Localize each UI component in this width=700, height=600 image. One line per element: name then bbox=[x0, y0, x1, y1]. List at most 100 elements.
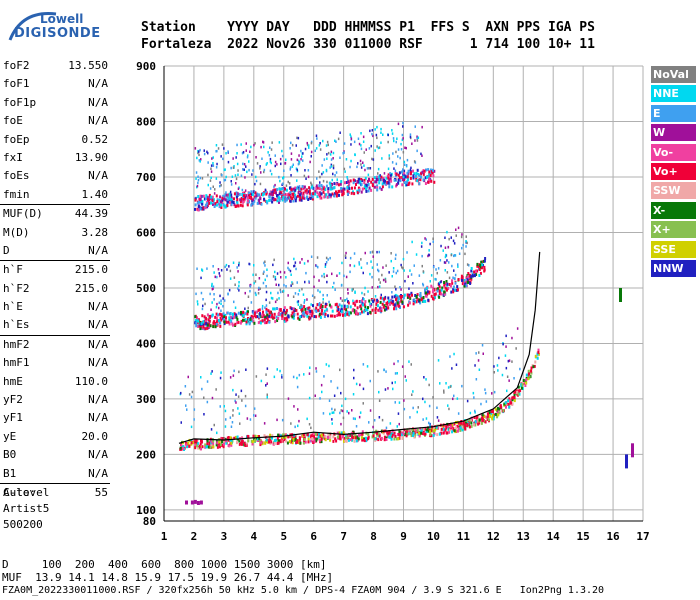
oblique-echo-point bbox=[253, 143, 255, 147]
oblique-echo-point bbox=[318, 302, 321, 305]
param-row: fmin 1.40 bbox=[0, 186, 112, 204]
echo-point bbox=[341, 192, 344, 196]
echo-point bbox=[277, 312, 280, 316]
echo-point bbox=[290, 187, 293, 191]
echo-point bbox=[478, 421, 481, 425]
oblique-echo-point bbox=[364, 286, 366, 290]
param-row: fxI 13.90 bbox=[0, 149, 112, 167]
oblique-echo-point bbox=[222, 157, 224, 161]
echo-point bbox=[355, 311, 358, 315]
oblique-echo-point bbox=[234, 174, 237, 177]
oblique-echo-point bbox=[364, 168, 366, 172]
oblique-echo-point bbox=[268, 301, 271, 304]
echo-point bbox=[423, 169, 426, 173]
echo-point bbox=[323, 315, 326, 318]
echo-point bbox=[385, 176, 388, 180]
echo-point bbox=[342, 187, 345, 191]
param-row: h`Es N/A bbox=[0, 316, 112, 334]
echo-point bbox=[377, 308, 380, 312]
oblique-echo-point bbox=[225, 152, 227, 155]
oblique-echo-point bbox=[313, 285, 315, 289]
echo-point bbox=[298, 436, 301, 440]
echo-point bbox=[464, 421, 467, 425]
oblique-echo-point bbox=[237, 187, 240, 190]
echo-point bbox=[268, 192, 271, 196]
echo-point bbox=[281, 435, 284, 439]
echo-point bbox=[425, 291, 427, 295]
oblique-echo-point bbox=[358, 261, 360, 264]
echo-point bbox=[353, 309, 356, 312]
oblique-echo-point bbox=[220, 184, 222, 187]
echo-point bbox=[497, 413, 500, 417]
echo-point bbox=[223, 442, 225, 446]
oblique-echo-point bbox=[345, 251, 347, 255]
oblique-echo-point bbox=[203, 413, 205, 416]
oblique-echo-point bbox=[316, 177, 318, 180]
echo-point bbox=[260, 202, 263, 206]
param-row: hmF2 N/A bbox=[0, 336, 112, 354]
oblique-echo-point bbox=[260, 379, 263, 383]
echo-point bbox=[403, 293, 406, 297]
oblique-echo-point bbox=[414, 125, 416, 128]
oblique-echo-point bbox=[207, 173, 209, 177]
echo-point bbox=[481, 266, 484, 270]
echo-point bbox=[432, 428, 435, 432]
echo-point bbox=[407, 182, 409, 186]
echo-point bbox=[376, 431, 378, 435]
echo-point bbox=[371, 184, 374, 188]
echo-point bbox=[201, 314, 204, 318]
echo-point bbox=[349, 311, 352, 315]
oblique-echo-point bbox=[216, 431, 218, 435]
echo-point bbox=[496, 406, 499, 410]
echo-point bbox=[198, 324, 201, 328]
echo-point bbox=[491, 409, 494, 413]
oblique-echo-point bbox=[263, 168, 266, 172]
oblique-echo-point bbox=[232, 261, 235, 264]
x-tick-label: 5 bbox=[280, 530, 287, 543]
echo-point bbox=[321, 436, 324, 440]
oblique-echo-point bbox=[351, 288, 353, 291]
oblique-echo-point bbox=[422, 418, 424, 421]
echo-point bbox=[380, 436, 383, 440]
echo-point bbox=[401, 178, 404, 182]
oblique-echo-point bbox=[262, 281, 265, 285]
echo-point bbox=[291, 315, 294, 319]
oblique-echo-point bbox=[368, 147, 371, 150]
oblique-echo-point bbox=[369, 409, 372, 412]
echo-point bbox=[428, 177, 431, 181]
param-name: h`F bbox=[3, 263, 23, 277]
echo-point bbox=[244, 318, 247, 322]
oblique-echo-point bbox=[484, 388, 486, 391]
oblique-echo-point bbox=[362, 140, 365, 143]
echo-point bbox=[230, 193, 233, 197]
echo-point bbox=[324, 188, 327, 191]
echo-point bbox=[370, 188, 373, 192]
oblique-echo-point bbox=[296, 385, 299, 389]
oblique-echo-point bbox=[449, 385, 452, 388]
oblique-echo-point bbox=[376, 125, 378, 129]
oblique-echo-point bbox=[298, 419, 300, 423]
echo-point bbox=[243, 441, 246, 445]
oblique-echo-point bbox=[339, 411, 341, 415]
oblique-echo-point bbox=[384, 278, 387, 281]
echo-point bbox=[222, 445, 225, 449]
echo-point bbox=[412, 302, 415, 306]
echo-point bbox=[445, 280, 448, 283]
echo-point bbox=[270, 440, 273, 444]
oblique-echo-point bbox=[326, 140, 329, 144]
oblique-echo-point bbox=[352, 393, 355, 396]
echo-point bbox=[263, 318, 266, 321]
echo-point bbox=[244, 444, 247, 447]
oblique-echo-point bbox=[505, 366, 508, 370]
param-row: B0 N/A bbox=[0, 446, 112, 464]
oblique-echo-point bbox=[294, 292, 297, 295]
echo-point bbox=[325, 307, 328, 311]
oblique-echo-point bbox=[264, 264, 266, 267]
echo-point bbox=[428, 172, 431, 176]
echo-point bbox=[232, 312, 234, 316]
echo-point bbox=[256, 437, 259, 441]
param-name: foF1p bbox=[3, 95, 37, 109]
param-name: hmF2 bbox=[3, 337, 30, 351]
echo-point bbox=[199, 320, 202, 324]
echo-point bbox=[507, 399, 510, 403]
